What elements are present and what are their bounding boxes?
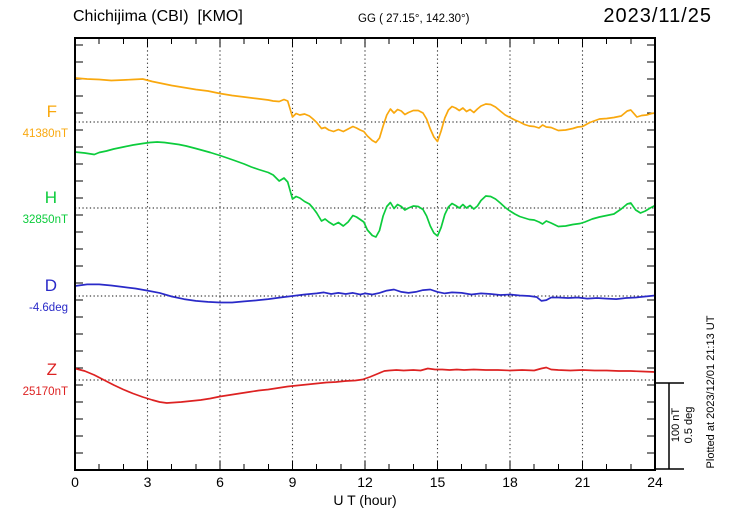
x-tick-label-15: 15: [429, 474, 446, 490]
plotted-at-note: Plotted at 2023/12/01 21:13 UT: [705, 315, 717, 469]
trace-letter-Z: Z: [46, 360, 57, 379]
trace-F: [74, 77, 656, 144]
x-tick-label-12: 12: [357, 474, 373, 490]
geographic-coordinates: GG ( 27.15°, 142.30°): [358, 13, 470, 25]
x-axis-label: U T (hour): [333, 492, 397, 508]
trace-H: [74, 141, 656, 238]
plot-frame: [74, 37, 656, 471]
trace-reference-Z: 25170nT: [22, 386, 68, 398]
x-tick-label-24: 24: [647, 474, 663, 490]
x-tick-label-0: 0: [71, 474, 79, 490]
trace-reference-F: 41380nT: [22, 128, 68, 140]
scale-bar-labels: 100 nT 0.5 deg: [670, 407, 696, 444]
scale-bar-nt-label: 100 nT: [669, 407, 682, 443]
x-tick-label-3: 3: [143, 474, 152, 490]
observation-date: 2023/11/25: [603, 5, 712, 27]
x-tick-label-18: 18: [502, 474, 518, 490]
x-tick-label-6: 6: [216, 474, 224, 490]
scale-bar-deg-label: 0.5 deg: [683, 406, 695, 444]
trace-letter-F: F: [46, 102, 57, 121]
trace-D: [74, 283, 656, 304]
trace-letter-H: H: [44, 188, 57, 207]
x-tick-label-9: 9: [288, 474, 297, 490]
trace-Z: [74, 366, 656, 404]
x-tick-label-21: 21: [574, 474, 591, 490]
station-title: Chichijima (CBI) [KMO]: [73, 8, 243, 25]
trace-reference-D: -4.6deg: [28, 302, 68, 314]
trace-reference-H: 32850nT: [22, 214, 68, 226]
trace-letter-D: D: [44, 276, 57, 295]
